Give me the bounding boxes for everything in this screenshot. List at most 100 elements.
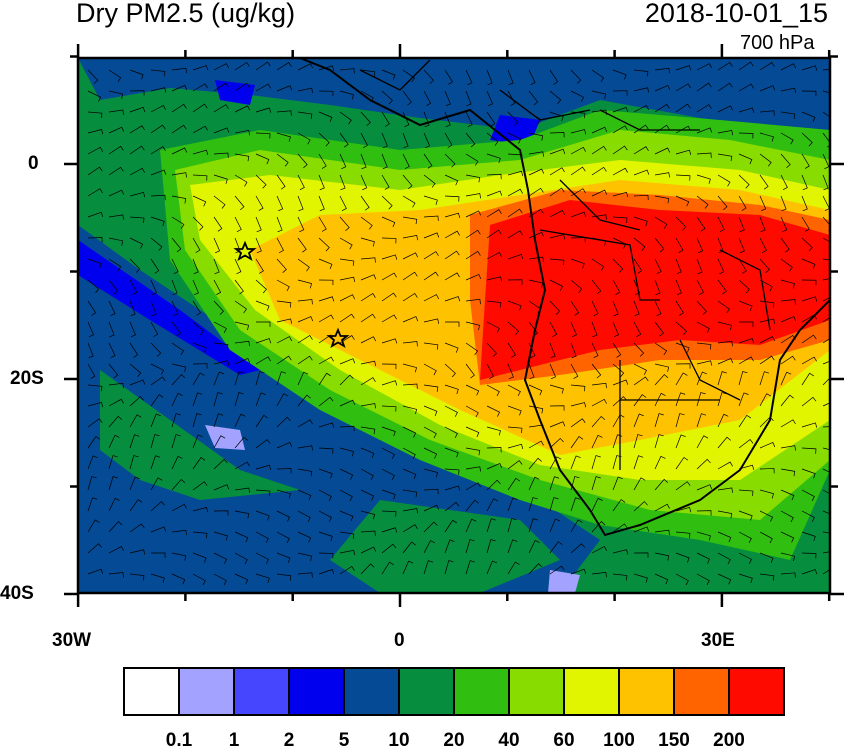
wind-barb (255, 531, 269, 544)
wind-barb (423, 174, 436, 188)
wind-barb (591, 382, 607, 389)
wind-barb (360, 360, 377, 367)
wind-barb (486, 111, 496, 127)
wind-barb (633, 194, 649, 201)
wind-barb (423, 560, 434, 575)
wind-barb (738, 174, 750, 189)
wind-barb (654, 503, 670, 512)
wind-barb (192, 279, 199, 296)
wind-barb (444, 132, 453, 148)
wind-barb (108, 415, 123, 428)
colorbar-swatch (343, 667, 400, 716)
wind-barb (486, 384, 500, 397)
wind-barb (549, 167, 565, 176)
wind-barb (570, 258, 585, 269)
wind-barb (213, 573, 227, 586)
wind-barb (591, 279, 602, 295)
wind-barb (528, 231, 545, 239)
wind-barb (444, 539, 455, 554)
wind-barb (696, 127, 713, 134)
wind-barb (507, 384, 521, 397)
wind-barb (297, 216, 305, 233)
wind-barb (465, 426, 480, 438)
wind-barb (591, 258, 605, 271)
wind-barb (360, 489, 375, 501)
wind-barb (297, 355, 313, 365)
wind-barb (486, 463, 503, 470)
wind-barb (129, 379, 146, 386)
wind-barb (87, 279, 100, 293)
wind-barb (192, 573, 206, 586)
wind-barb (738, 279, 750, 294)
wind-barb (780, 174, 788, 191)
wind-barb (192, 392, 203, 407)
wind-barb (507, 111, 519, 126)
wind-barb (360, 447, 375, 459)
wind-barb (549, 279, 563, 291)
wind-barb (633, 169, 650, 176)
wind-barb (339, 531, 355, 539)
wind-barb (255, 61, 271, 71)
wind-barb (150, 552, 166, 558)
wind-barb (570, 384, 586, 392)
wind-barb (150, 124, 166, 134)
wind-barb (192, 65, 209, 71)
wind-barb (570, 543, 586, 554)
wind-barb (591, 363, 602, 379)
wind-barb (171, 84, 188, 92)
wind-barb (360, 274, 377, 281)
wind-barb (150, 321, 159, 337)
wind-barb (318, 65, 335, 71)
wind-barb (528, 111, 542, 124)
wind-barb (822, 174, 829, 191)
wind-barb (87, 455, 98, 470)
wind-barb (549, 437, 564, 449)
wind-barb (402, 560, 414, 575)
wind-barb (675, 65, 692, 71)
wind-barb (549, 497, 559, 512)
wind-barb (654, 455, 666, 470)
wind-barb (255, 258, 264, 274)
wind-barb (360, 174, 368, 191)
wind-barb (549, 342, 556, 359)
wind-barb (717, 392, 727, 407)
wind-barb (654, 279, 661, 296)
wind-barb (528, 563, 543, 575)
wind-barb (801, 510, 815, 522)
wind-barb (528, 497, 538, 512)
wind-barb (549, 300, 561, 315)
wind-barb (87, 568, 104, 575)
wind-barb (255, 216, 262, 233)
wind-barb (87, 166, 103, 176)
wind-barb (360, 510, 376, 520)
wind-barb (276, 279, 290, 292)
wind-barb (759, 441, 776, 449)
wind-barb (486, 342, 497, 357)
wind-barb (633, 124, 649, 134)
wind-barb (591, 237, 607, 246)
wind-barb (507, 153, 523, 160)
wind-barb (381, 468, 395, 480)
wind-barb (108, 166, 124, 176)
colorbar-swatch (178, 667, 235, 716)
wind-barb (696, 152, 712, 158)
wind-barb (234, 321, 250, 331)
wind-barb (801, 279, 817, 286)
wind-barb (507, 518, 517, 533)
wind-barb (87, 321, 94, 338)
wind-barb (402, 341, 418, 347)
colorbar (123, 667, 785, 716)
wind-barb (192, 507, 209, 513)
wind-barb (213, 552, 228, 564)
wind-barb (339, 216, 350, 232)
wind-barb (717, 573, 732, 585)
wind-barb (339, 153, 347, 170)
wind-barb (234, 61, 250, 71)
wind-barb (822, 360, 830, 365)
wind-barb (738, 83, 754, 92)
wind-barb (801, 569, 818, 575)
wind-barb (381, 338, 398, 344)
wind-barb (444, 384, 459, 395)
wind-barb (318, 279, 334, 286)
wind-barb (738, 195, 747, 211)
